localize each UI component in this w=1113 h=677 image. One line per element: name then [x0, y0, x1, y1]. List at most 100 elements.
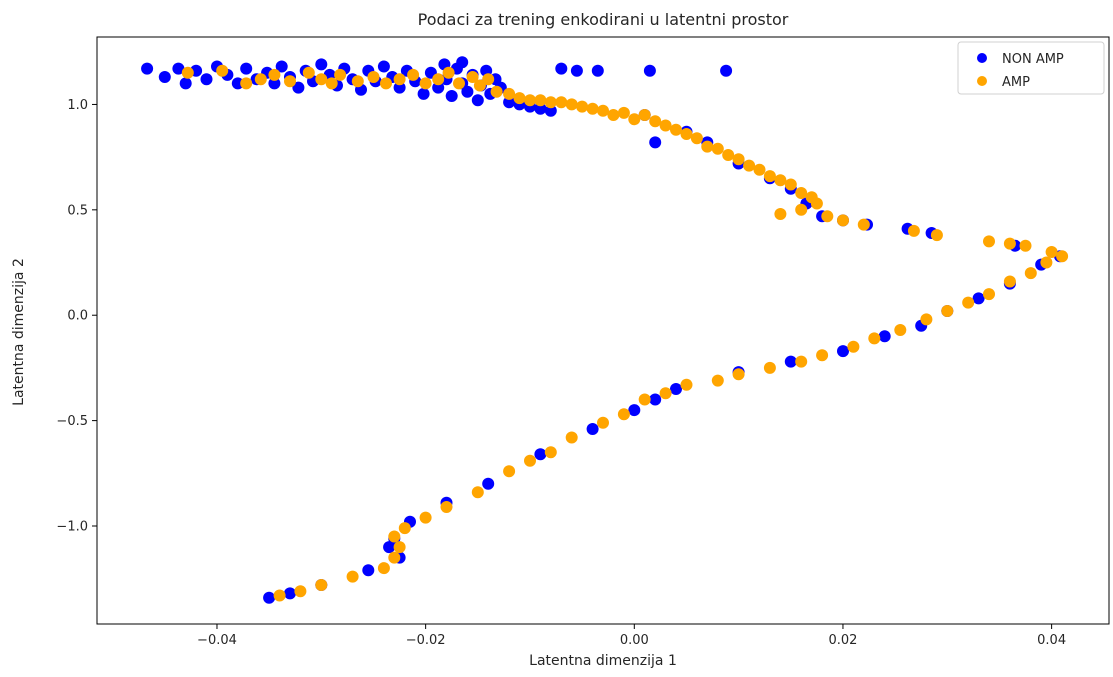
- points-layer: [141, 56, 1069, 604]
- data-point: [837, 214, 849, 227]
- data-point: [894, 324, 907, 336]
- data-point: [393, 73, 406, 86]
- data-point: [555, 62, 568, 75]
- data-point: [628, 113, 641, 126]
- data-point: [576, 100, 589, 113]
- data-point: [983, 235, 995, 248]
- data-point: [670, 383, 682, 395]
- data-point: [701, 140, 714, 153]
- x-axis-label: Latentna dimenzija 1: [529, 653, 677, 669]
- y-tick-label: −1.0: [56, 519, 88, 534]
- data-point: [513, 92, 526, 105]
- y-tick-label: 0.5: [67, 203, 88, 218]
- data-point: [315, 73, 328, 86]
- data-point: [466, 71, 479, 83]
- data-point: [407, 68, 420, 81]
- data-point: [555, 96, 568, 109]
- plot-frame: [96, 36, 1110, 625]
- data-point: [920, 313, 933, 326]
- data-point: [1045, 246, 1058, 258]
- data-point: [141, 62, 154, 75]
- x-tick-label: 0.00: [620, 633, 649, 648]
- data-point: [638, 393, 651, 406]
- data-point: [544, 104, 557, 117]
- data-point: [720, 64, 733, 77]
- data-point: [1019, 239, 1032, 252]
- data-point: [816, 349, 829, 362]
- data-point: [181, 66, 194, 79]
- data-point: [490, 85, 503, 98]
- data-point: [643, 64, 656, 77]
- data-point: [795, 203, 808, 216]
- data-point: [1024, 267, 1037, 280]
- data-point: [393, 541, 406, 554]
- data-point: [649, 136, 662, 149]
- data-point: [565, 431, 578, 444]
- data-point: [534, 102, 547, 115]
- y-tick-label: 1.0: [67, 98, 88, 113]
- data-point: [847, 340, 860, 353]
- data-point: [503, 87, 516, 100]
- data-point: [388, 551, 401, 564]
- x-tick-label: 0.04: [1037, 633, 1066, 648]
- data-point: [1040, 256, 1053, 269]
- data-point: [659, 119, 672, 132]
- data-point: [471, 486, 484, 499]
- data-point: [315, 58, 328, 71]
- x-tick-label: −0.04: [197, 633, 237, 648]
- data-point: [268, 68, 281, 81]
- data-point: [351, 75, 364, 88]
- data-point: [524, 94, 536, 107]
- data-point: [524, 454, 536, 467]
- legend-label-non-amp: NON AMP: [1002, 52, 1064, 67]
- data-point: [795, 187, 808, 199]
- data-point: [878, 330, 891, 343]
- chart-title: Podaci za trening enkodirani u latentni …: [418, 10, 789, 29]
- data-point: [380, 77, 392, 90]
- data-point: [461, 85, 474, 98]
- data-point: [649, 393, 662, 406]
- data-point: [711, 142, 724, 155]
- data-point: [398, 522, 411, 535]
- data-point: [534, 94, 547, 107]
- data-point: [419, 511, 432, 524]
- data-point: [231, 77, 244, 90]
- data-point: [586, 423, 599, 435]
- data-point: [617, 408, 630, 421]
- data-point: [753, 163, 766, 176]
- data-point: [597, 416, 609, 429]
- data-point: [275, 60, 288, 73]
- x-tick-label: 0.02: [828, 633, 857, 648]
- data-point: [367, 71, 380, 83]
- data-point: [334, 68, 347, 81]
- data-point: [857, 218, 870, 231]
- data-point: [263, 591, 276, 604]
- data-point: [711, 374, 724, 387]
- data-point: [432, 73, 445, 86]
- legend-box: [957, 41, 1105, 95]
- data-point: [473, 79, 486, 92]
- data-point: [315, 579, 328, 591]
- data-point: [784, 178, 797, 191]
- data-point: [442, 66, 455, 79]
- data-point: [284, 75, 296, 88]
- data-point: [419, 77, 432, 90]
- data-point: [659, 387, 672, 400]
- data-point: [179, 77, 192, 90]
- data-point: [482, 73, 495, 86]
- series-amp: [181, 64, 1069, 602]
- data-point: [273, 589, 286, 602]
- data-point: [453, 77, 465, 90]
- data-point: [482, 477, 495, 490]
- data-point: [325, 77, 338, 90]
- data-point: [503, 465, 516, 478]
- series-non-amp: [141, 56, 1066, 604]
- data-point: [292, 81, 305, 94]
- legend-marker-non-amp: [977, 53, 987, 63]
- data-point: [388, 530, 401, 543]
- data-point: [1056, 250, 1069, 263]
- data-point: [732, 153, 745, 166]
- data-point: [763, 361, 776, 374]
